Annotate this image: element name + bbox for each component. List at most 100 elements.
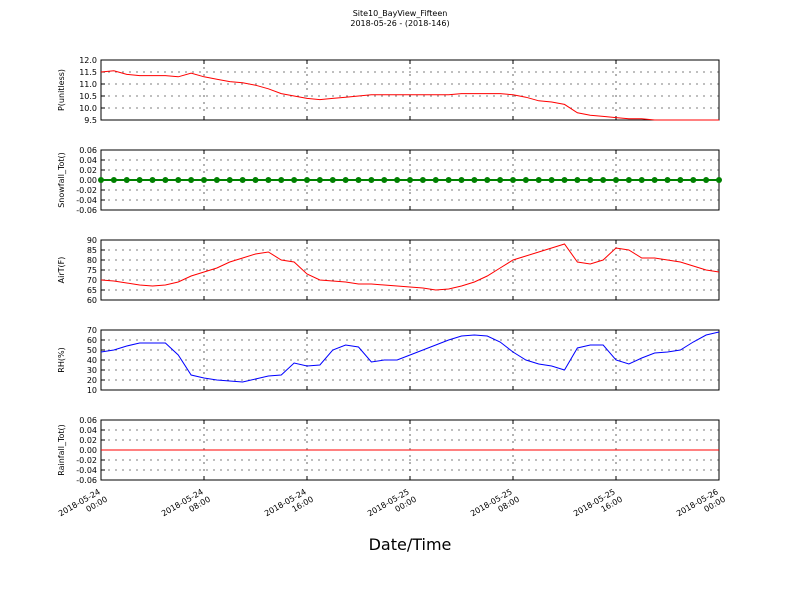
y-tick-label: 40 (87, 356, 97, 365)
data-point (690, 177, 697, 183)
y-tick-label: 60 (87, 336, 97, 345)
data-point (600, 177, 607, 183)
y-tick-label: 85 (87, 246, 97, 255)
data-point (226, 177, 233, 183)
data-point (407, 177, 413, 183)
data-point (329, 177, 336, 183)
chart-title: Site10_BayView_Fifteen (353, 9, 448, 18)
data-point (664, 177, 671, 183)
data-point (484, 177, 491, 183)
data-point (175, 177, 182, 183)
data-point (548, 177, 555, 183)
y-tick-label: 65 (87, 286, 97, 295)
data-point (239, 177, 246, 183)
y-tick-label: -0.04 (76, 196, 97, 205)
y-tick-label: 11.5 (79, 68, 97, 77)
y-tick-label: -0.06 (76, 206, 97, 215)
data-point (136, 177, 143, 183)
data-point (561, 177, 568, 183)
data-point (613, 177, 619, 183)
x-axis-label: Date/Time (369, 535, 452, 554)
data-point (304, 177, 310, 183)
data-point (522, 177, 529, 183)
data-line (100, 331, 720, 383)
y-tick-label: 20 (87, 376, 97, 385)
y-tick-label: 80 (87, 256, 97, 265)
y-axis-label: RH(%) (57, 347, 66, 372)
x-tick-label: 2018-05-24 16:00 (263, 486, 315, 527)
data-point (432, 177, 439, 183)
y-axis-label: AirT(F) (57, 257, 66, 284)
y-axis-label: Snowfall_Tot() (57, 152, 66, 208)
data-point (716, 177, 722, 183)
y-tick-label: 9.5 (84, 116, 97, 125)
y-tick-label: 50 (87, 346, 97, 355)
y-tick-label: 11.0 (79, 80, 97, 89)
data-point (677, 177, 684, 183)
y-tick-label: 0.02 (79, 436, 97, 445)
data-point (458, 177, 465, 183)
data-point (703, 177, 710, 183)
data-point (188, 177, 195, 183)
y-tick-label: 10.5 (79, 92, 97, 101)
y-tick-label: 12.0 (79, 56, 97, 65)
data-point (291, 177, 298, 183)
x-tick-label: 2018-05-25 00:00 (366, 486, 418, 527)
y-tick-label: 0.00 (79, 176, 97, 185)
y-tick-label: 0.06 (79, 146, 97, 155)
data-line (100, 70, 719, 121)
x-tick-label: 2018-05-25 08:00 (469, 486, 521, 527)
y-tick-label: -0.04 (76, 466, 97, 475)
x-tick-label: 2018-05-25 16:00 (572, 486, 624, 527)
y-axis-label: P(unitless) (57, 69, 66, 111)
y-tick-label: 30 (87, 366, 97, 375)
x-tick-label: 2018-05-26 00:00 (675, 486, 727, 527)
data-point (149, 177, 156, 183)
data-point (368, 177, 375, 183)
data-point (497, 177, 504, 183)
x-tick-label: 2018-05-24 00:00 (57, 486, 109, 527)
data-point (201, 177, 207, 183)
y-tick-label: 10 (87, 386, 97, 395)
data-point (123, 177, 130, 183)
data-point (625, 177, 632, 183)
data-point (535, 177, 542, 183)
y-tick-label: 60 (87, 296, 97, 305)
data-point (98, 177, 104, 183)
data-point (394, 177, 401, 183)
y-tick-label: 0.04 (79, 156, 97, 165)
data-point (638, 177, 645, 183)
data-point (510, 177, 516, 183)
y-tick-label: 0.06 (79, 416, 97, 425)
y-tick-label: 0.04 (79, 426, 97, 435)
data-point (162, 177, 169, 183)
data-point (381, 177, 388, 183)
y-tick-label: -0.02 (76, 456, 97, 465)
y-tick-label: 0.02 (79, 166, 97, 175)
y-tick-label: 0.00 (79, 446, 97, 455)
y-tick-label: 90 (87, 236, 97, 245)
data-point (419, 177, 426, 183)
data-point (355, 177, 362, 183)
data-point (574, 177, 581, 183)
data-point (278, 177, 285, 183)
data-point (445, 177, 452, 183)
data-point (252, 177, 259, 183)
x-tick-label: 2018-05-24 08:00 (160, 486, 212, 527)
data-point (110, 177, 117, 183)
data-point (342, 177, 349, 183)
data-point (213, 177, 220, 183)
data-point (316, 177, 323, 183)
data-point (471, 177, 478, 183)
y-tick-label: 70 (87, 326, 97, 335)
y-tick-label: 70 (87, 276, 97, 285)
y-tick-label: 75 (87, 266, 97, 275)
data-point (265, 177, 272, 183)
y-axis-label: Rainfall_Tot() (57, 424, 66, 476)
data-point (651, 177, 658, 183)
data-point (587, 177, 594, 183)
data-line (100, 243, 720, 291)
y-tick-label: -0.06 (76, 476, 97, 485)
chart-subtitle: 2018-05-26 - (2018-146) (350, 19, 449, 28)
